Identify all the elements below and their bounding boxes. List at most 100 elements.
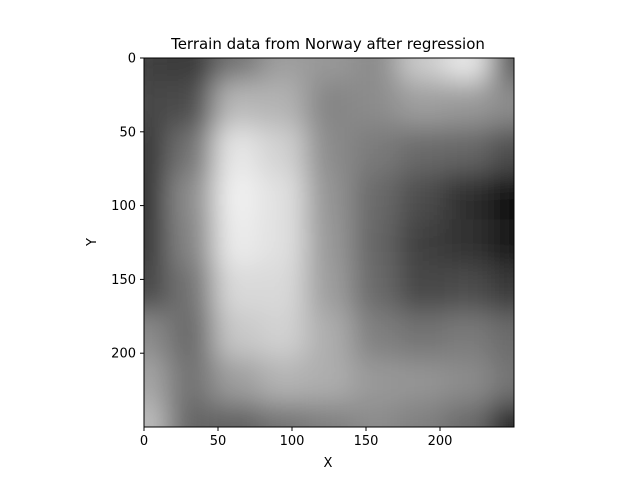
heatmap-cell (490, 357, 514, 405)
heatmap-cell (144, 127, 169, 175)
heatmap-cell (167, 357, 215, 405)
heatmap-cell (398, 357, 446, 405)
heatmap-cell (144, 311, 169, 359)
heatmap-cell (444, 357, 492, 405)
heatmap-cell (352, 58, 400, 83)
x-tick-label: 50 (210, 434, 227, 449)
y-axis-label: Y (85, 238, 100, 247)
heatmap-cell (259, 81, 307, 129)
plot-frame (143, 57, 515, 428)
heatmap-cell (352, 127, 400, 175)
x-axis: 0 50 100 150 200 (140, 427, 453, 449)
heatmap-cell (213, 58, 261, 83)
heatmap-cell (213, 265, 261, 313)
heatmap-cell (490, 81, 514, 129)
y-tick-label: 150 (111, 273, 136, 288)
heatmap-cell (144, 81, 169, 129)
heatmap-cell (490, 173, 514, 221)
heatmap-cell (305, 403, 354, 427)
heatmap-cell (305, 357, 354, 405)
heatmap-cell (213, 403, 261, 427)
heatmap-cell (167, 58, 215, 83)
heatmap-cell (144, 58, 169, 83)
heatmap-cell (398, 173, 446, 221)
heatmap-cell (259, 58, 307, 83)
x-tick-label: 100 (280, 434, 305, 449)
heatmap-cell (444, 219, 492, 267)
heatmap-cell (398, 311, 446, 359)
y-axis: 0 50 100 150 200 (111, 52, 144, 362)
heatmap-cell (213, 357, 261, 405)
heatmap-cell (305, 81, 354, 129)
heatmap-cell (444, 127, 492, 175)
heatmap-cell (259, 357, 307, 405)
plot-area (144, 58, 514, 427)
heatmap-cell (305, 173, 354, 221)
heatmap-cell (490, 265, 514, 313)
heatmap-cell (352, 265, 400, 313)
heatmap-cell (167, 403, 215, 427)
heatmap-cell (490, 219, 514, 267)
heatmap-cell (305, 58, 354, 83)
y-tick-label: 0 (128, 52, 136, 67)
heatmap-cell (259, 127, 307, 175)
chart-title: Terrain data from Norway after regressio… (170, 35, 485, 53)
y-tick-label: 50 (119, 125, 136, 140)
heatmap-cell (490, 311, 514, 359)
x-tick-label: 150 (354, 434, 379, 449)
heatmap-cell (213, 311, 261, 359)
heatmap-cell (167, 173, 215, 221)
heatmap-cell (352, 311, 400, 359)
heatmap-cell (398, 403, 446, 427)
heatmap-cell (144, 403, 169, 427)
heatmap-cell (352, 403, 400, 427)
heatmap-cell (352, 357, 400, 405)
heatmap-cell (490, 127, 514, 175)
heatmap-cell (259, 173, 307, 221)
heatmap-cell (305, 127, 354, 175)
heatmap-cell (167, 265, 215, 313)
x-axis-label: X (324, 456, 333, 471)
heatmap-cell (305, 265, 354, 313)
heatmap-cell (398, 81, 446, 129)
heatmap-cell (213, 127, 261, 175)
heatmap-cell (213, 81, 261, 129)
heatmap-cell (398, 219, 446, 267)
heatmap-cell (444, 58, 492, 83)
heatmap-cell (305, 219, 354, 267)
heatmap-cell (398, 58, 446, 83)
heatmap-cell (352, 173, 400, 221)
heatmap-cell (398, 265, 446, 313)
heatmap-cell (167, 219, 215, 267)
heatmap-cell (444, 173, 492, 221)
heatmap-cell (144, 357, 169, 405)
heatmap-cell (490, 58, 514, 83)
heatmap-cell (167, 127, 215, 175)
heatmap-cell (444, 403, 492, 427)
heatmap-cell (144, 173, 169, 221)
heatmap-cells (144, 58, 514, 427)
heatmap-cell (398, 127, 446, 175)
heatmap-cell (259, 265, 307, 313)
heatmap-cell (144, 265, 169, 313)
heatmap-cell (213, 173, 261, 221)
heatmap-cell (259, 311, 307, 359)
heatmap-cell (444, 311, 492, 359)
heatmap-cell (259, 403, 307, 427)
heatmap-cell (213, 219, 261, 267)
heatmap-cell (352, 219, 400, 267)
heatmap-cell (444, 81, 492, 129)
heatmap-cell (144, 219, 169, 267)
heatmap-cell (352, 81, 400, 129)
heatmap-cell (444, 265, 492, 313)
heatmap-cell (305, 311, 354, 359)
x-tick-label: 200 (428, 434, 453, 449)
y-tick-label: 200 (111, 347, 136, 362)
heatmap-cell (259, 219, 307, 267)
heatmap-cell (167, 81, 215, 129)
x-tick-label: 0 (140, 434, 148, 449)
heatmap-cell (490, 403, 514, 427)
y-tick-label: 100 (111, 199, 136, 214)
heatmap-cell (167, 311, 215, 359)
